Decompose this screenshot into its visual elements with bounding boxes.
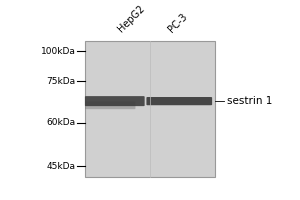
- FancyBboxPatch shape: [85, 96, 145, 106]
- Text: 45kDa: 45kDa: [47, 162, 76, 171]
- Text: PC-3: PC-3: [166, 11, 189, 34]
- Text: HepG2: HepG2: [116, 3, 146, 34]
- Text: 75kDa: 75kDa: [46, 77, 76, 86]
- FancyBboxPatch shape: [85, 101, 135, 109]
- Text: 100kDa: 100kDa: [41, 47, 76, 56]
- Bar: [85, 41, 215, 177]
- FancyBboxPatch shape: [146, 97, 212, 105]
- Text: 60kDa: 60kDa: [46, 118, 76, 127]
- Text: sestrin 1: sestrin 1: [227, 96, 273, 106]
